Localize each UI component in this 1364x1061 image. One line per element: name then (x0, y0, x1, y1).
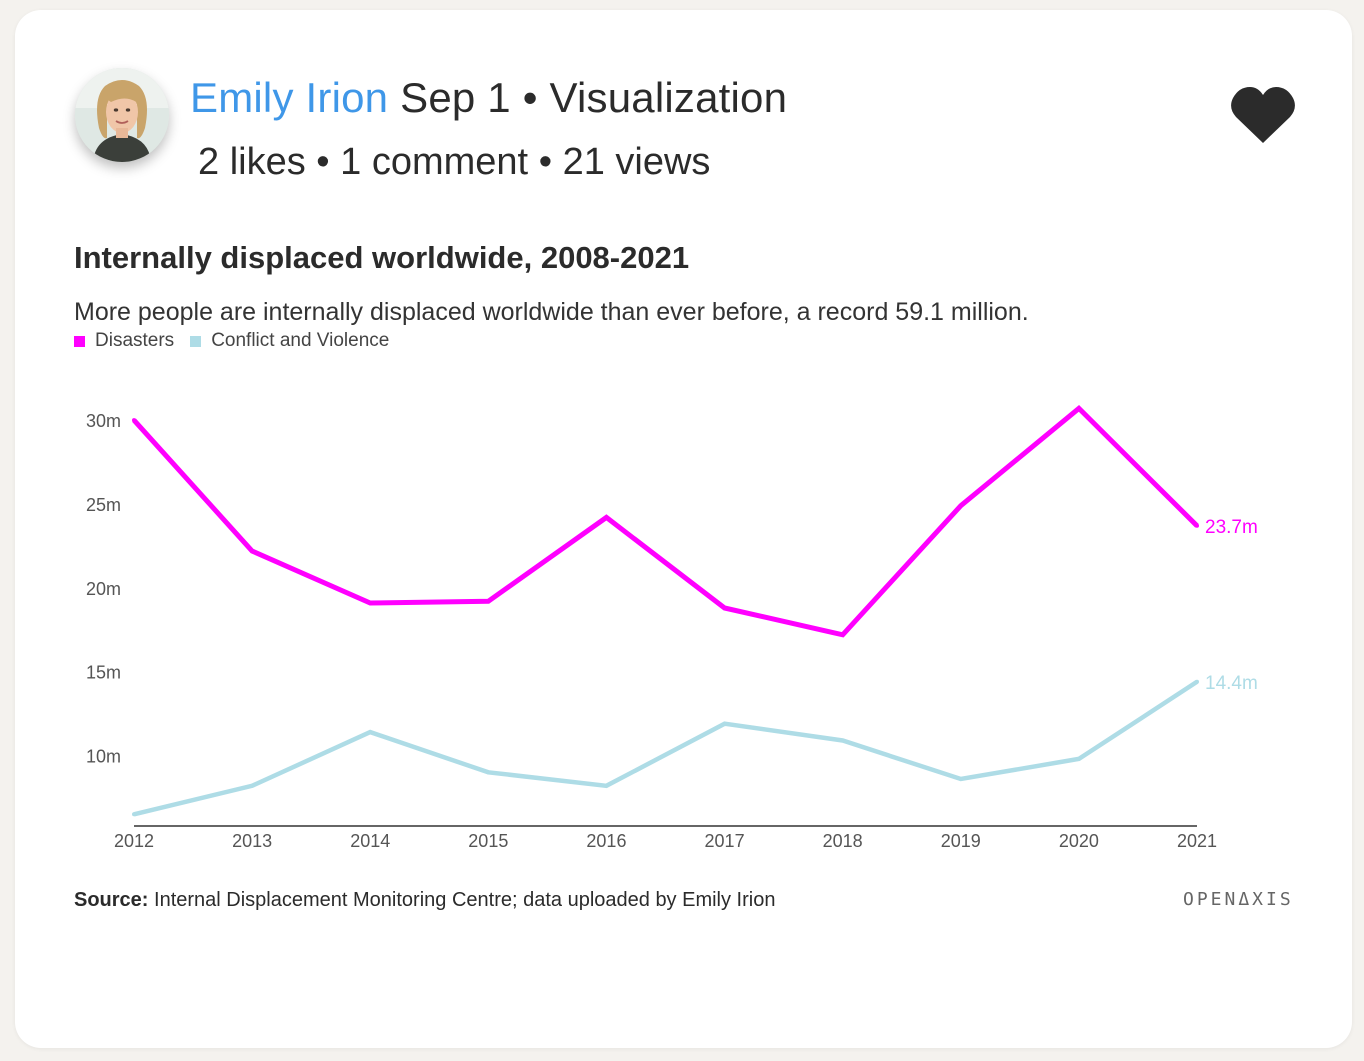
post-header-line: Emily Irion Sep 1 • Visualization (190, 72, 787, 124)
views-count: 21 views (562, 141, 711, 183)
data-point (132, 812, 136, 817)
data-point (486, 599, 491, 604)
x-tick-label: 2017 (705, 831, 745, 851)
legend-swatch-conflict (190, 335, 202, 347)
legend-label-conflict: Conflict and Violence (211, 330, 390, 351)
x-tick-label: 2014 (350, 831, 390, 851)
series-line-disasters (132, 405, 1199, 638)
series-line-conflict (133, 679, 1199, 817)
x-tick-label: 2013 (232, 831, 272, 851)
legend-label-disasters: Disasters (95, 330, 175, 351)
separator-dot: • (538, 141, 552, 183)
x-tick-label: 2018 (823, 831, 863, 851)
chart-subtitle: More people are internally displaced wor… (74, 298, 1029, 326)
x-tick-label: 2016 (586, 831, 626, 851)
y-tick-label: 30m (86, 411, 121, 431)
like-button[interactable] (1230, 86, 1296, 144)
data-point (1195, 523, 1199, 528)
data-point (604, 515, 609, 520)
legend-swatch-disasters (74, 335, 85, 347)
x-tick-label: 2015 (468, 831, 508, 851)
data-point (722, 721, 727, 726)
data-point (958, 503, 963, 508)
x-tick-label: 2021 (1177, 831, 1217, 851)
data-point (722, 605, 727, 610)
data-point (250, 783, 255, 788)
y-tick-label: 10m (86, 747, 121, 767)
separator-dot: • (316, 141, 330, 183)
end-value-label: 14.4m (1205, 673, 1258, 694)
data-point (1076, 406, 1081, 411)
post-stats: 2 likes • 1 comment • 21 views (198, 138, 710, 186)
data-point (958, 777, 963, 782)
legend-item-disasters: Disasters (74, 329, 174, 353)
author-link[interactable]: Emily Irion (190, 74, 389, 121)
y-tick-label: 25m (86, 495, 121, 515)
x-tick-label: 2012 (114, 831, 154, 851)
post-date: Sep 1 (400, 74, 511, 121)
likes-count[interactable]: 2 likes (198, 141, 306, 183)
x-tick-label: 2019 (941, 831, 981, 851)
data-point (840, 738, 845, 743)
data-point (250, 548, 255, 553)
end-value-label: 23.7m (1205, 517, 1258, 538)
data-point (1076, 756, 1081, 761)
data-point (368, 730, 373, 735)
y-tick-label: 20m (86, 579, 121, 599)
post-category[interactable]: Visualization (549, 74, 788, 121)
data-point (1195, 679, 1199, 684)
data-point (132, 418, 136, 423)
comments-count[interactable]: 1 comment (340, 141, 529, 183)
heart-icon (1231, 87, 1295, 143)
chart-title: Internally displaced worldwide, 2008-202… (74, 240, 690, 275)
openaxis-logo[interactable]: OPENΔXIS (1183, 889, 1294, 910)
separator-dot: • (522, 74, 538, 121)
source-note: Source: Internal Displacement Monitoring… (74, 887, 775, 913)
post-card (15, 10, 1352, 1048)
data-point (486, 770, 491, 775)
data-point (604, 783, 609, 788)
source-text: Internal Displacement Monitoring Centre;… (154, 889, 776, 911)
y-tick-label: 15m (86, 663, 121, 683)
x-tick-label: 2020 (1059, 831, 1099, 851)
data-point (368, 600, 373, 605)
chart-legend: Disasters Conflict and Violence (74, 329, 405, 353)
legend-item-conflict: Conflict and Violence (190, 329, 389, 353)
source-label: Source: (74, 889, 149, 911)
data-point (840, 632, 845, 637)
